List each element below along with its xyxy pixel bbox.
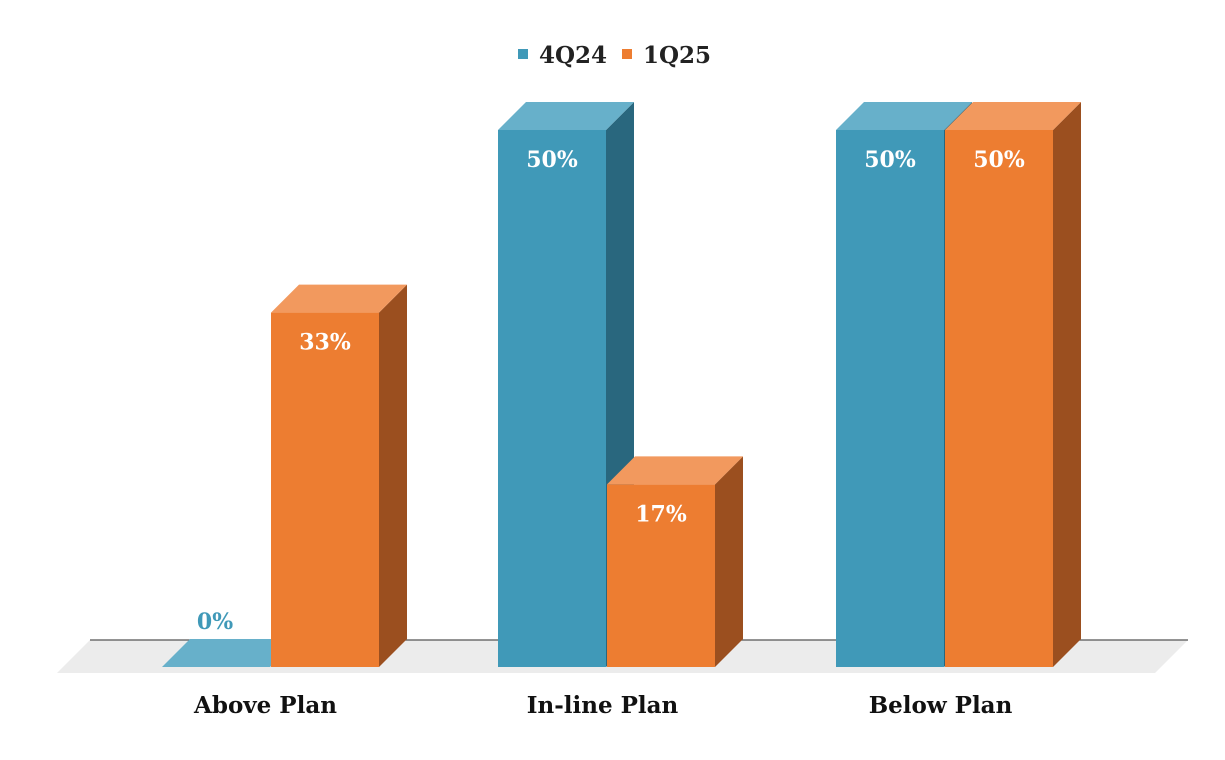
bar-side xyxy=(715,456,743,667)
bar-top xyxy=(162,639,298,667)
bar-top xyxy=(498,102,634,130)
bar-front xyxy=(498,130,606,667)
category-label-in-line-plan: In-line Plan xyxy=(527,692,679,719)
data-label-1q25-in-line-plan: 17% xyxy=(635,501,687,527)
bar-4q24-above-plan xyxy=(162,639,298,667)
legend-swatch-4q24 xyxy=(518,49,528,59)
data-label-4q24-above-plan: 0% xyxy=(197,609,233,635)
bars xyxy=(162,102,1081,667)
bar-front xyxy=(607,484,715,667)
legend-label-1q25: 1Q25 xyxy=(643,42,711,69)
legend-label-4q24: 4Q24 xyxy=(539,42,607,69)
bar-front xyxy=(836,130,944,667)
category-label-below-plan: Below Plan xyxy=(869,692,1013,719)
bar-1q25-in-line-plan xyxy=(607,456,743,667)
bar-top xyxy=(271,284,407,313)
data-labels: 0% 33% 50% 17% 50% 50% xyxy=(197,147,1025,635)
data-label-1q25-below-plan: 50% xyxy=(973,147,1025,173)
category-axis: Above Plan In-line Plan Below Plan xyxy=(193,692,1013,719)
legend-swatch-1q25 xyxy=(622,49,632,59)
bar-top xyxy=(945,102,1081,130)
bar-top xyxy=(607,456,743,485)
bar-side xyxy=(379,284,407,667)
bar-1q25-below-plan xyxy=(945,102,1081,667)
data-label-4q24-below-plan: 50% xyxy=(864,147,916,173)
category-label-above-plan: Above Plan xyxy=(193,692,337,719)
bar-1q25-above-plan xyxy=(271,284,407,667)
legend: 4Q24 1Q25 xyxy=(518,42,711,69)
bar-front xyxy=(271,312,379,667)
bar-top xyxy=(836,102,972,130)
data-label-4q24-in-line-plan: 50% xyxy=(526,147,578,173)
data-label-1q25-above-plan: 33% xyxy=(299,330,351,356)
bar-front xyxy=(945,130,1053,667)
bar-side xyxy=(1053,102,1081,667)
